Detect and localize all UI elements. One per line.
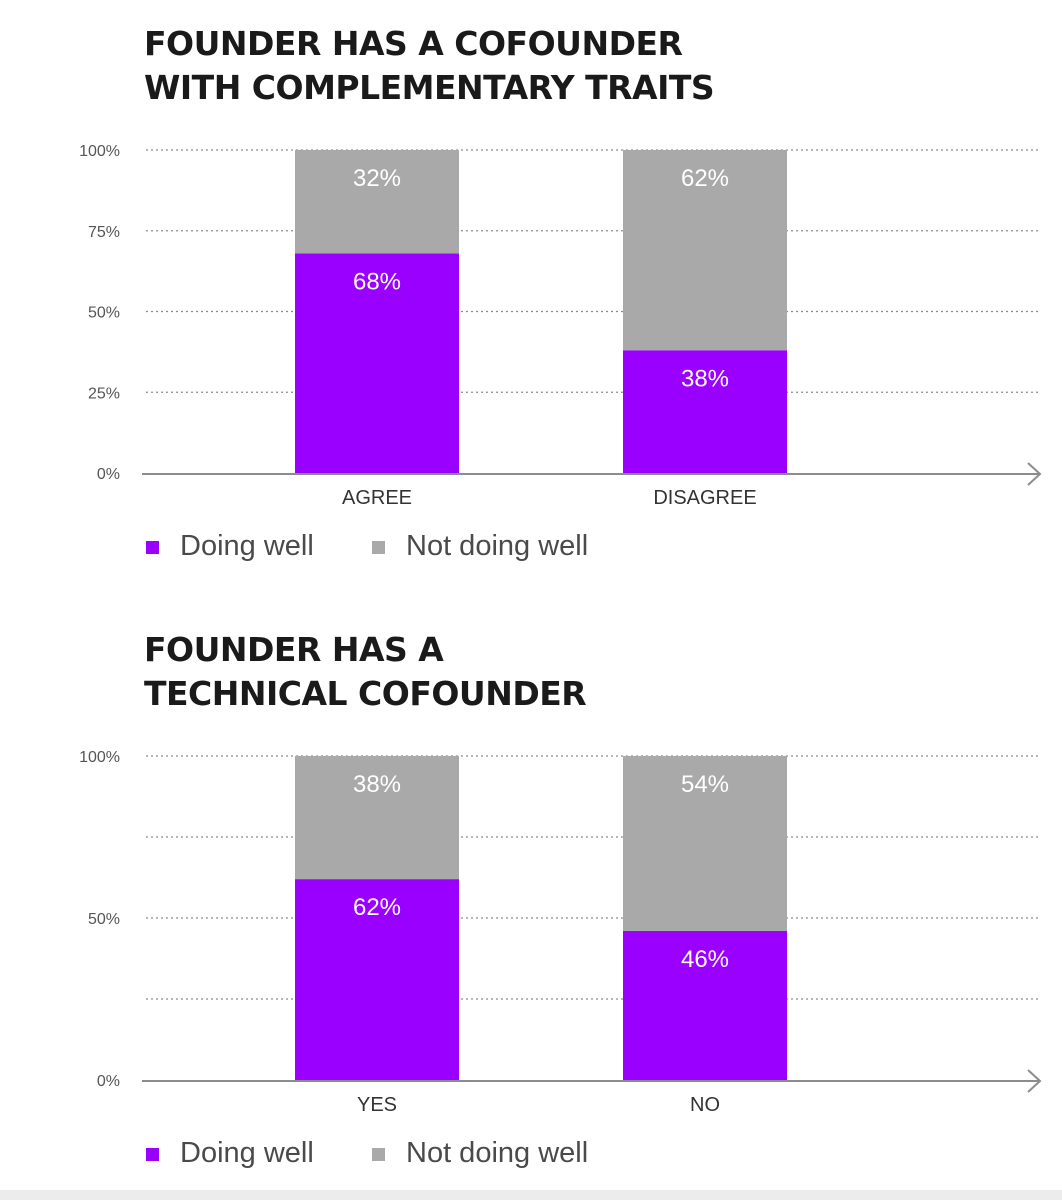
chart-technical-cofounder: FOUNDER HAS A TECHNICAL COFOUNDER 0% 50% 1… bbox=[0, 600, 1062, 1190]
bottom-strip bbox=[0, 1190, 1062, 1200]
x-tick-label: YES bbox=[357, 1094, 397, 1116]
x-axis-arrow-icon bbox=[1027, 462, 1042, 486]
legend-label: Not doing well bbox=[406, 1137, 588, 1169]
legend-swatch-not-doing-well bbox=[372, 1148, 385, 1161]
data-label: 62% bbox=[681, 165, 729, 192]
data-label: 62% bbox=[353, 894, 401, 921]
bar-doing-well bbox=[295, 253, 459, 473]
x-tick-label: DISAGREE bbox=[653, 487, 756, 509]
legend-label: Doing well bbox=[180, 530, 314, 562]
data-label: 32% bbox=[353, 165, 401, 192]
chart-title: FOUNDER HAS A COFOUNDER WITH COMPLEMENTA… bbox=[144, 22, 715, 110]
bar-doing-well bbox=[623, 350, 787, 473]
bar-not-doing-well bbox=[295, 756, 459, 880]
y-tick-label: 50% bbox=[88, 911, 120, 928]
chart-title-line-1: FOUNDER HAS A bbox=[144, 630, 444, 669]
bar-doing-well bbox=[295, 879, 459, 1080]
x-tick-label: NO bbox=[690, 1094, 720, 1116]
legend: Doing well Not doing well bbox=[146, 530, 588, 562]
y-tick-label: 25% bbox=[88, 385, 120, 402]
data-label: 38% bbox=[353, 771, 401, 798]
legend-swatch-not-doing-well bbox=[372, 541, 385, 554]
y-tick-label: 50% bbox=[88, 305, 120, 322]
chart-title: FOUNDER HAS A TECHNICAL COFOUNDER bbox=[144, 628, 587, 716]
y-tick-label: 100% bbox=[79, 143, 120, 160]
legend-label: Not doing well bbox=[406, 530, 588, 562]
chart-title-line-1: FOUNDER HAS A COFOUNDER bbox=[144, 24, 683, 63]
y-tick-label: 100% bbox=[79, 749, 120, 766]
legend-label: Doing well bbox=[180, 1137, 314, 1169]
chart-title-line-2: WITH COMPLEMENTARY TRAITS bbox=[144, 68, 715, 107]
bar-not-doing-well bbox=[623, 756, 787, 931]
stacked-bar-chart: 0% 50% 100% 62% 38% YES 46% 54% NO Doing well Not … bbox=[79, 749, 1042, 1169]
data-label: 38% bbox=[681, 365, 729, 392]
chart-complementary-traits: FOUNDER HAS A COFOUNDER WITH COMPLEMENTA… bbox=[79, 22, 1042, 562]
y-tick-label: 75% bbox=[88, 224, 120, 241]
data-label: 46% bbox=[681, 946, 729, 973]
y-tick-label: 0% bbox=[97, 1073, 120, 1090]
legend-swatch-doing-well bbox=[146, 1148, 159, 1161]
data-label: 68% bbox=[353, 268, 401, 295]
legend: Doing well Not doing well bbox=[146, 1137, 588, 1169]
y-tick-label: 0% bbox=[97, 466, 120, 483]
bar-not-doing-well bbox=[295, 150, 459, 254]
bar-not-doing-well bbox=[623, 150, 787, 351]
x-axis-arrow-icon bbox=[1027, 1069, 1042, 1093]
legend-swatch-doing-well bbox=[146, 541, 159, 554]
bar-doing-well bbox=[623, 930, 787, 1080]
stacked-bar-chart: 0% 25% 50% 75% 100% 68% 32% AGREE 38% 62% DISAGREE… bbox=[79, 143, 1042, 562]
x-tick-label: AGREE bbox=[342, 487, 412, 509]
data-label: 54% bbox=[681, 771, 729, 798]
chart-title-line-2: TECHNICAL COFOUNDER bbox=[144, 674, 587, 713]
